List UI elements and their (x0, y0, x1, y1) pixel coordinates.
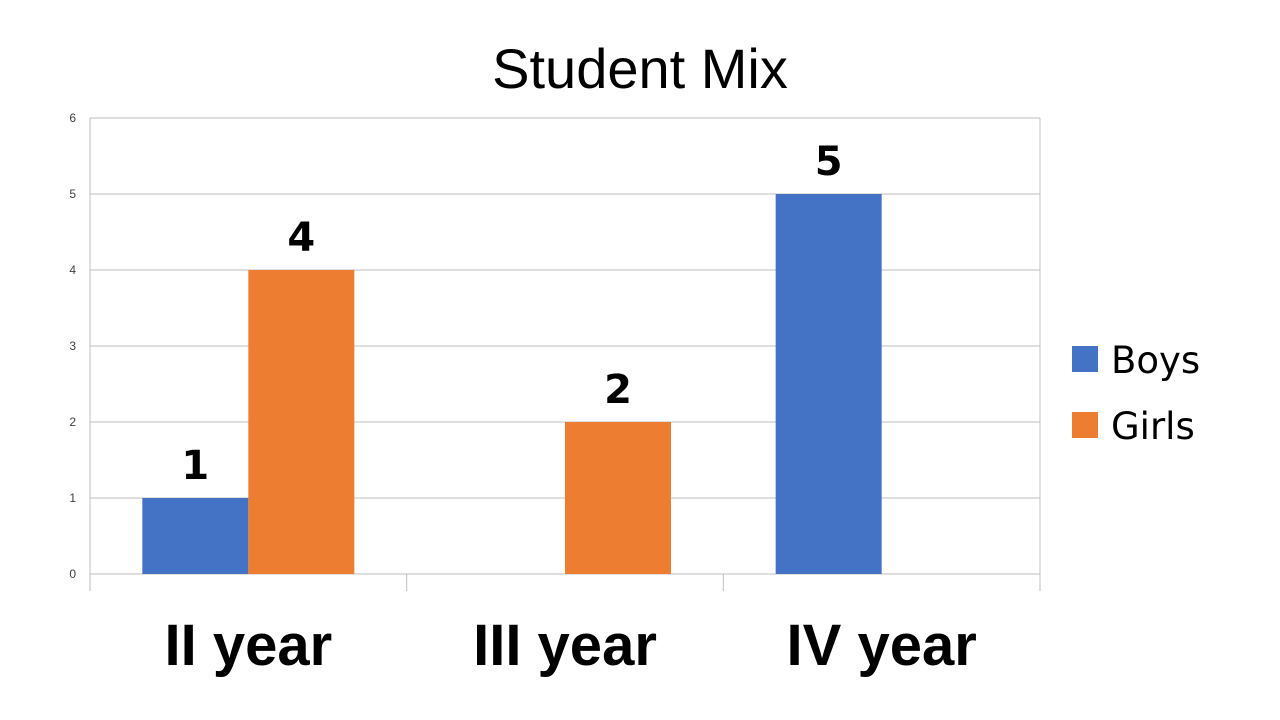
y-tick-label: 4 (69, 263, 76, 277)
bar-girls-0 (248, 270, 355, 574)
bar-girls-1 (565, 422, 671, 574)
x-tick-label: III year (473, 613, 657, 678)
x-tick-label: IV year (787, 613, 977, 678)
y-tick-label: 6 (69, 111, 76, 125)
bar-boys-0 (142, 498, 249, 574)
y-tick-label: 0 (69, 567, 76, 581)
data-label: 2 (604, 367, 632, 413)
x-tick-label: II year (164, 613, 332, 678)
data-label: 4 (287, 215, 315, 261)
y-tick-label: 3 (69, 339, 76, 353)
x-axis-tick-labels: II year III year IV year (164, 613, 976, 678)
bar-boys-2 (775, 194, 882, 574)
chart-title: Student Mix (492, 37, 788, 100)
data-label: 1 (181, 443, 209, 489)
legend-swatch-girls (1072, 412, 1098, 438)
legend-label-girls: Girls (1111, 405, 1195, 448)
y-axis-tick-labels: 0 1 2 3 4 5 6 (69, 111, 76, 581)
bars (142, 194, 882, 574)
legend-label-boys: Boys (1111, 339, 1200, 382)
data-labels: 1 4 2 5 (181, 139, 842, 489)
legend-swatch-boys (1072, 346, 1098, 372)
y-tick-label: 2 (69, 415, 76, 429)
legend: Boys Girls (1072, 339, 1200, 448)
data-label: 5 (815, 139, 843, 185)
y-tick-label: 5 (69, 187, 76, 201)
y-tick-label: 1 (69, 491, 76, 505)
